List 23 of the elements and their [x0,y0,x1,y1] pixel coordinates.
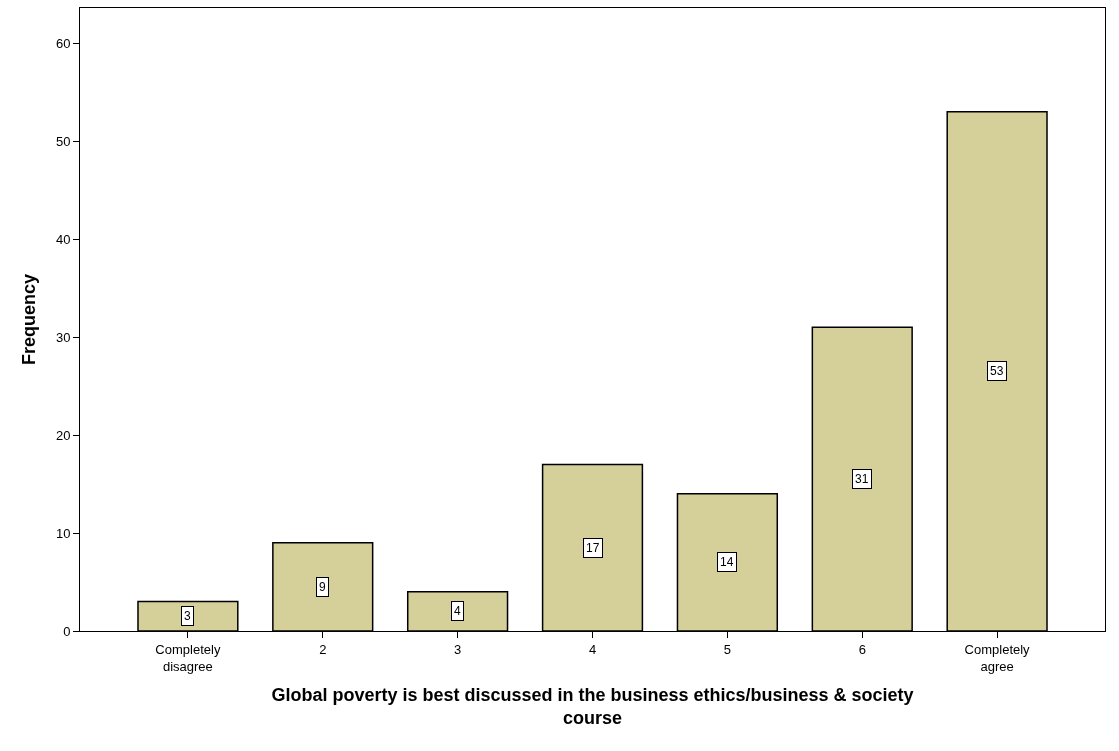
y-tick-label: 20 [55,427,71,443]
y-tick-label: 10 [55,525,71,541]
x-tick-label: Completely agree [964,641,1031,674]
y-axis-title: Frequency [19,273,40,366]
x-axis-title: Global poverty is best discussed in the business ethics/business & society course [271,684,914,728]
x-tick-label: Completely disagree [155,641,221,674]
x-tick-label: 3 [454,641,462,657]
data-label: 3 [184,609,191,623]
y-tick-label: 60 [55,35,71,51]
y-tick-label: 0 [63,623,71,639]
y-tick-label: 50 [55,133,71,149]
data-label: 14 [720,555,734,569]
x-tick-label: 2 [319,641,327,657]
data-label: 17 [586,541,600,555]
data-label: 4 [454,604,461,618]
x-tick-label: 5 [723,641,731,657]
data-label: 53 [990,364,1004,378]
y-tick-label: 40 [55,231,71,247]
x-tick-label: 4 [588,641,597,657]
data-label: 31 [855,472,869,486]
y-tick-label: 30 [55,329,71,345]
data-label: 9 [319,580,326,594]
x-tick-label: 6 [858,641,866,657]
